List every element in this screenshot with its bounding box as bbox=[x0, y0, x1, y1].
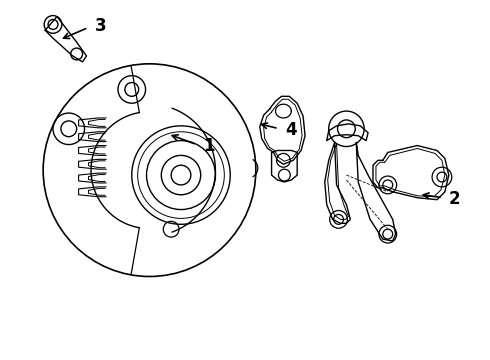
Text: 1: 1 bbox=[203, 137, 215, 155]
Text: 2: 2 bbox=[449, 190, 461, 208]
Text: 4: 4 bbox=[285, 121, 296, 139]
Text: 3: 3 bbox=[95, 17, 106, 35]
